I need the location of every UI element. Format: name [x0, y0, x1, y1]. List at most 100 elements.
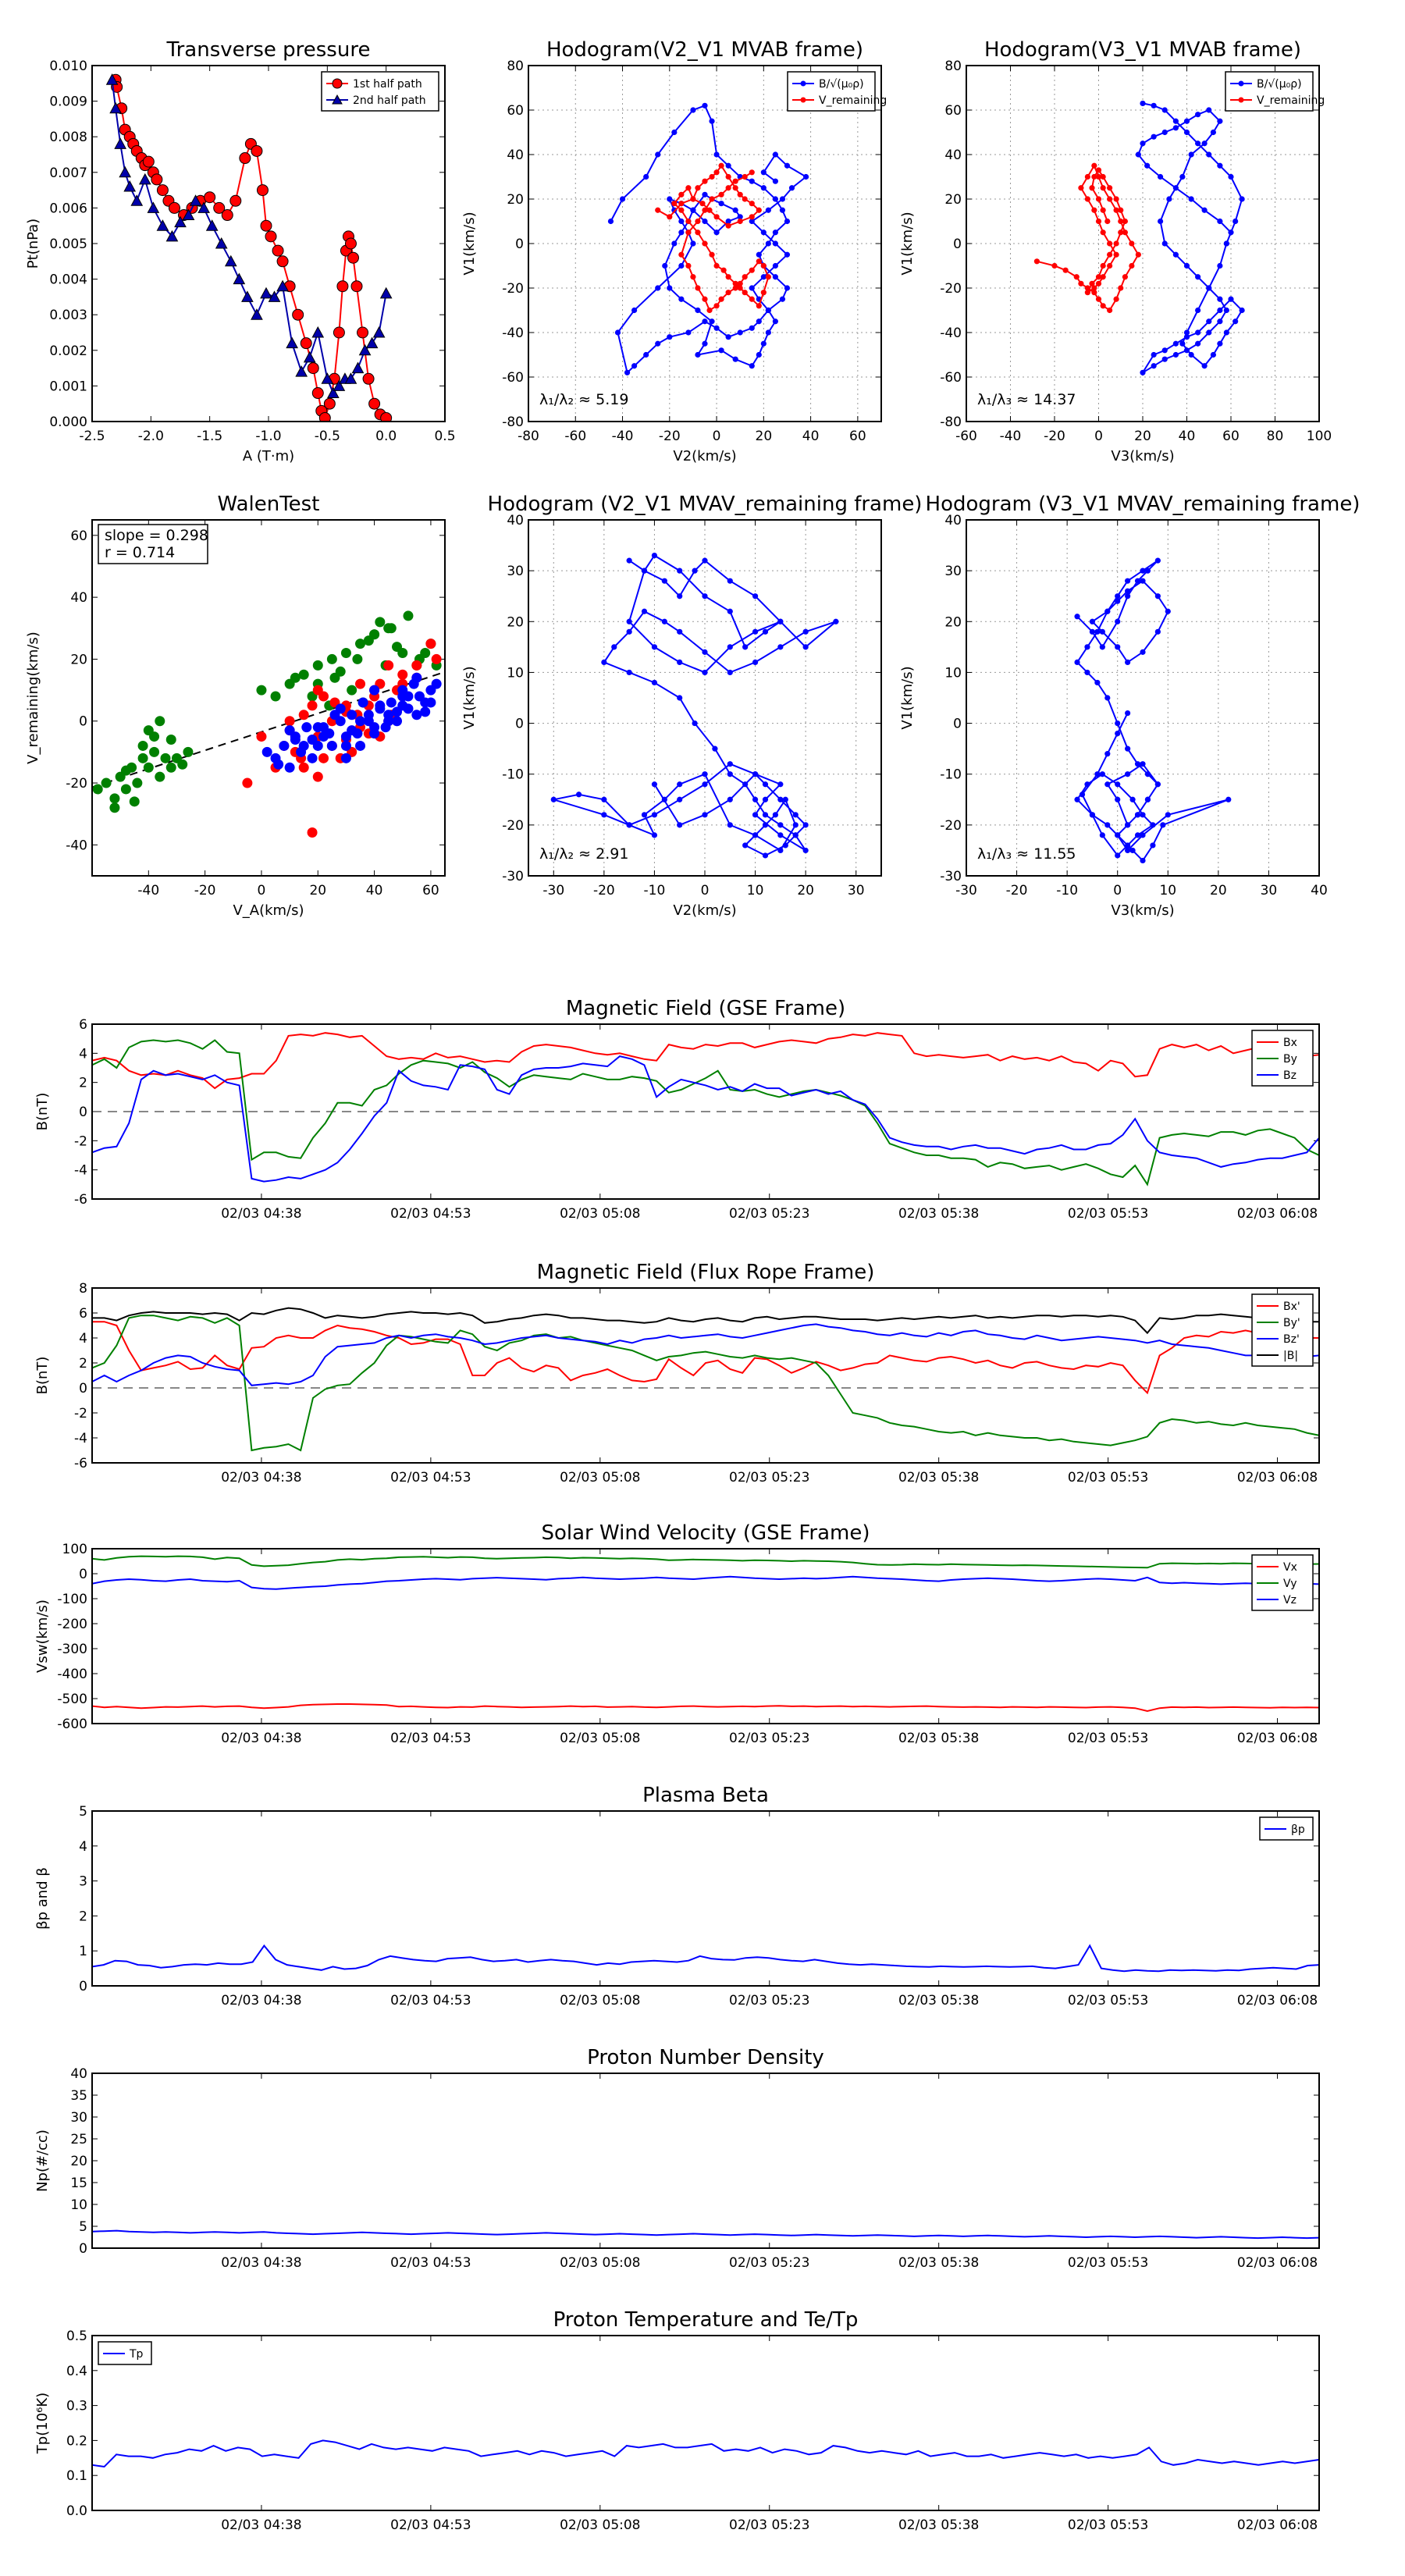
data-point: [155, 771, 165, 782]
y-axis-label: βp and β: [34, 1867, 51, 1930]
data-point: [114, 137, 126, 149]
axes-frame: [91, 1548, 1320, 1724]
data-point: [1151, 102, 1157, 109]
data-point: [1228, 173, 1234, 180]
data-point: [1195, 274, 1201, 280]
data-point: [792, 822, 799, 828]
data-point: [677, 659, 683, 666]
plot-area: [92, 610, 445, 838]
y-tick-label: 30: [507, 564, 524, 579]
legend: Tp: [98, 2341, 152, 2365]
x-tick-label: 02/03 04:38: [221, 1731, 301, 1746]
data-point: [756, 207, 762, 213]
data-point: [352, 653, 363, 664]
data-point: [1172, 125, 1179, 131]
y-tick-label: 6: [79, 1306, 87, 1322]
eigen-ratio-label: λ₁/λ₂ ≈ 2.91: [539, 845, 628, 863]
data-point: [375, 703, 386, 714]
plot-area: [1033, 100, 1245, 375]
data-point: [737, 329, 743, 336]
x-tick-label: -1.0: [255, 429, 281, 444]
legend: 1st half path 2nd half path: [321, 71, 439, 112]
axes-frame: [91, 65, 446, 422]
y-tick-label: -30: [502, 869, 524, 884]
x-tick-label: 02/03 04:38: [221, 1470, 301, 1485]
y-tick-label: 40: [70, 2066, 87, 2082]
y-tick-label: 0: [79, 1381, 87, 1397]
data-point: [1228, 296, 1234, 302]
data-point: [155, 716, 165, 727]
legend: Vx Vy Vz: [1251, 1554, 1314, 1611]
data-point: [1104, 822, 1111, 828]
series-0-line: [1076, 560, 1229, 863]
axes-frame: [91, 2073, 1320, 2249]
data-point: [677, 781, 683, 788]
data-point: [142, 155, 155, 168]
x-tick-label: 02/03 04:53: [390, 2255, 471, 2271]
data-point: [756, 351, 762, 358]
data-point: [1089, 185, 1095, 191]
data-point: [397, 685, 408, 696]
data-point: [307, 700, 318, 711]
data-point: [601, 659, 607, 666]
data-point: [685, 329, 692, 336]
data-point: [420, 706, 431, 717]
data-point: [300, 337, 312, 350]
x-tick-label: 20: [309, 883, 326, 898]
chart-beta: Plasma Beta 0 1 2 3 4 5 02/03 04:38 02/03 04:53 0…: [34, 1784, 1320, 2008]
x-tick-label: 30: [848, 883, 865, 898]
data-point: [1217, 307, 1223, 314]
data-point: [777, 618, 784, 624]
data-point: [678, 191, 685, 197]
data-point: [1084, 781, 1090, 788]
data-point: [765, 207, 771, 213]
data-point: [690, 274, 696, 280]
data-point: [742, 842, 749, 849]
data-point: [713, 151, 720, 158]
data-point: [727, 644, 733, 650]
legend-marker: [332, 94, 343, 105]
data-point: [1113, 296, 1119, 302]
y-tick-label: 60: [944, 103, 962, 119]
data-point: [151, 173, 163, 186]
chart-title: WalenTest: [218, 493, 320, 516]
data-point: [312, 740, 323, 751]
data-point: [1217, 340, 1223, 347]
y-tick-label: -500: [57, 1692, 87, 1707]
data-point: [784, 251, 791, 258]
data-point: [725, 290, 731, 296]
x-tick-label: 02/03 05:38: [898, 2255, 979, 2271]
data-point: [1091, 290, 1097, 296]
data-point: [651, 644, 658, 650]
data-point: [329, 672, 340, 683]
x-tick-label: 02/03 05:23: [729, 1731, 809, 1746]
data-point: [762, 628, 769, 635]
series-bz--line: [92, 1323, 1319, 1386]
data-point: [712, 745, 718, 752]
data-point: [189, 194, 202, 206]
data-point: [1140, 100, 1146, 107]
y-tick-label: -6: [74, 1192, 87, 1208]
data-point: [772, 812, 779, 818]
data-point: [143, 762, 154, 773]
data-point: [350, 280, 363, 293]
eigen-ratio-label: λ₁/λ₂ ≈ 5.19: [539, 391, 628, 408]
data-point: [1172, 340, 1179, 347]
data-point: [626, 557, 632, 564]
x-tick-label: 02/03 05:08: [560, 2517, 640, 2533]
data-point: [1095, 274, 1102, 280]
data-point: [1094, 679, 1101, 686]
data-point: [749, 214, 755, 220]
data-point: [397, 669, 408, 680]
y-tick-label: -6: [74, 1456, 87, 1471]
data-point: [368, 397, 381, 410]
data-point: [321, 372, 334, 384]
data-point: [702, 340, 708, 347]
data-point: [311, 387, 324, 400]
data-point: [213, 201, 226, 214]
data-point: [1195, 340, 1201, 347]
data-point: [1210, 351, 1216, 358]
series-by-line: [92, 1039, 1319, 1187]
x-tick-label: 30: [1261, 883, 1278, 898]
